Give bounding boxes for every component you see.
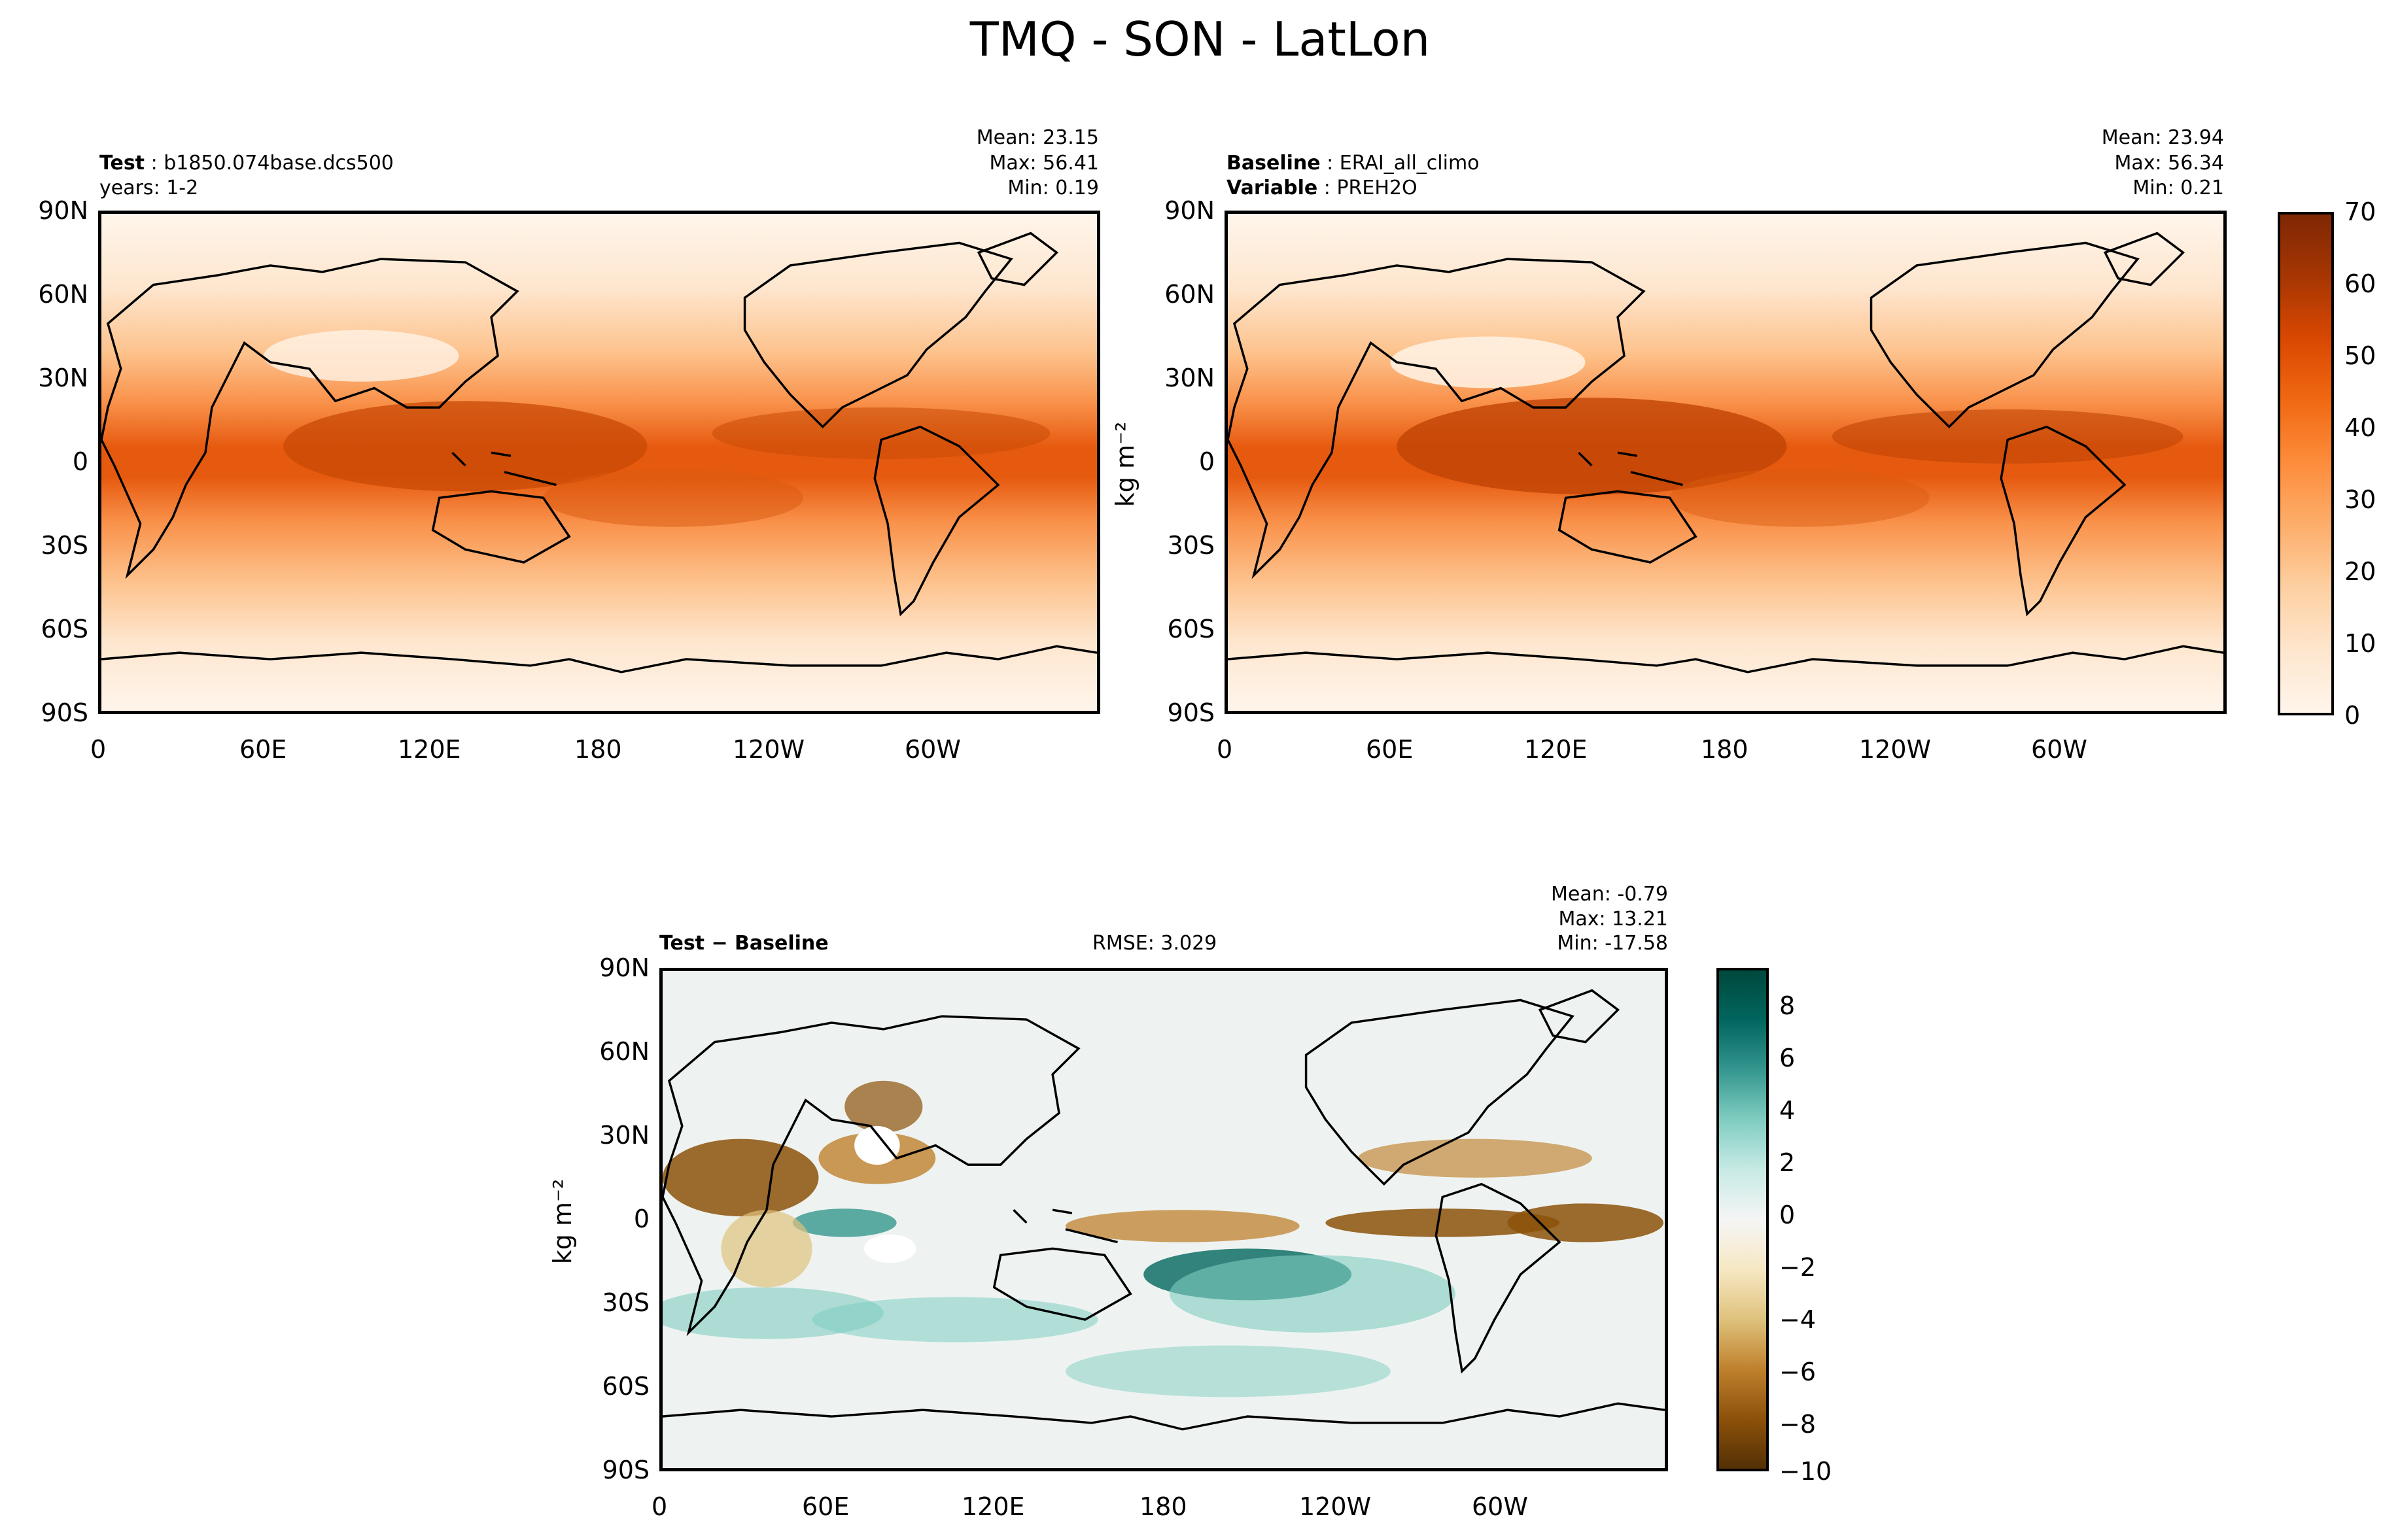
- diff-label: Test − Baseline: [659, 932, 829, 955]
- diff-cbar-tick-neg2: −2: [1779, 1253, 1817, 1282]
- test-lat-tick-60s: 60S: [41, 615, 88, 643]
- main-cbar-tick-10: 10: [2344, 629, 2376, 658]
- baseline-lon-tick-0: 0: [1217, 735, 1233, 764]
- test-lat-tick-0: 0: [72, 447, 88, 476]
- baseline-lon-tick-60w: 60W: [2031, 735, 2087, 764]
- diff-cbar-tick-neg10: −10: [1779, 1457, 1832, 1486]
- test-label-value: b1850.074base.dcs500: [164, 152, 394, 175]
- baseline-lon-tick-180: 180: [1701, 735, 1748, 764]
- baseline-lat-tick-90n: 90N: [1164, 196, 1215, 225]
- baseline-label-bold: Baseline: [1226, 152, 1321, 175]
- diff-max: Max: 13.21: [1558, 908, 1668, 931]
- diff-colorbar: [1716, 968, 1769, 1471]
- main-cbar-tick-50: 50: [2344, 341, 2376, 370]
- diff-lon-tick-60e: 60E: [802, 1492, 850, 1521]
- test-lat-tick-90n: 90N: [38, 196, 88, 225]
- test-lat-tick-90s: 90S: [41, 698, 88, 727]
- test-map-field: [101, 214, 1097, 711]
- diff-lat-tick-60n: 60N: [599, 1037, 650, 1066]
- baseline-lon-tick-120e: 120E: [1524, 735, 1588, 764]
- test-lon-tick-180: 180: [574, 735, 622, 764]
- test-lat-tick-30n: 30N: [38, 364, 88, 392]
- baseline-lat-tick-0: 0: [1198, 447, 1215, 476]
- diff-cbar-tick-4: 4: [1779, 1096, 1796, 1125]
- diff-lat-tick-30s: 30S: [602, 1288, 650, 1317]
- test-mean: Mean: 23.15: [976, 126, 1099, 149]
- baseline-max: Max: 56.34: [2114, 152, 2224, 175]
- baseline-label: Baseline : ERAI_all_climo: [1226, 152, 1480, 175]
- baseline-lat-tick-30n: 30N: [1164, 364, 1215, 392]
- diff-cbar-tick-2: 2: [1779, 1148, 1796, 1177]
- main-cbar-tick-20: 20: [2344, 557, 2376, 586]
- baseline-lon-tick-60e: 60E: [1366, 735, 1414, 764]
- diff-map-field: [663, 971, 1665, 1468]
- baseline-label-value: ERAI_all_climo: [1339, 152, 1480, 175]
- baseline-min: Min: 0.21: [2132, 177, 2224, 199]
- diff-colorbar-gradient: [1719, 970, 1766, 1469]
- test-lon-tick-120w: 120W: [733, 735, 805, 764]
- diff-lat-tick-90n: 90N: [599, 953, 650, 982]
- test-lon-tick-60e: 60E: [239, 735, 287, 764]
- diff-lon-tick-120e: 120E: [962, 1492, 1025, 1521]
- diff-cbar-tick-neg6: −6: [1779, 1358, 1817, 1386]
- baseline-lat-tick-30s: 30S: [1167, 531, 1215, 560]
- test-lon-tick-120e: 120E: [398, 735, 461, 764]
- test-label: Test : b1850.074base.dcs500: [99, 152, 394, 175]
- diff-cbar-tick-neg4: −4: [1779, 1305, 1817, 1334]
- diff-lat-tick-60s: 60S: [602, 1372, 650, 1401]
- baseline-lat-tick-60n: 60N: [1164, 280, 1215, 309]
- diff-lon-tick-0: 0: [652, 1492, 668, 1521]
- main-colorbar-gradient: [2280, 214, 2331, 713]
- test-max: Max: 56.41: [989, 152, 1099, 175]
- test-min: Min: 0.19: [1007, 177, 1099, 199]
- diff-cbar-tick-0: 0: [1779, 1201, 1796, 1229]
- main-cbar-tick-30: 30: [2344, 485, 2376, 514]
- diff-lon-tick-180: 180: [1139, 1492, 1187, 1521]
- test-years: years: 1-2: [99, 177, 199, 199]
- diff-label-bold: Test − Baseline: [659, 932, 829, 955]
- diff-lon-tick-60w: 60W: [1472, 1492, 1528, 1521]
- baseline-mean: Mean: 23.94: [2101, 126, 2224, 149]
- baseline-variable: Variable : PREH2O: [1226, 177, 1417, 199]
- baseline-lat-tick-90s: 90S: [1167, 698, 1215, 727]
- test-lon-tick-60w: 60W: [905, 735, 961, 764]
- test-label-bold: Test: [99, 152, 145, 175]
- main-cbar-tick-0: 0: [2344, 701, 2361, 730]
- baseline-variable-bold: Variable: [1226, 177, 1318, 199]
- diff-cbar-tick-8: 8: [1779, 991, 1796, 1020]
- baseline-lon-tick-120w: 120W: [1859, 735, 1932, 764]
- baseline-map-field: [1228, 214, 2223, 711]
- test-lat-tick-30s: 30S: [41, 531, 88, 560]
- test-lat-tick-60n: 60N: [38, 280, 88, 309]
- test-map: [98, 211, 1100, 714]
- diff-min: Min: -17.58: [1557, 932, 1668, 955]
- diff-mean: Mean: -0.79: [1550, 883, 1668, 906]
- diff-lat-tick-90s: 90S: [602, 1456, 650, 1484]
- diff-lon-tick-120w: 120W: [1299, 1492, 1372, 1521]
- test-lon-tick-0: 0: [90, 735, 107, 764]
- main-cbar-tick-40: 40: [2344, 413, 2376, 442]
- diff-map: [659, 968, 1668, 1471]
- baseline-variable-value: PREH2O: [1336, 177, 1417, 199]
- main-cbar-tick-70: 70: [2344, 197, 2376, 226]
- diff-lat-tick-30n: 30N: [599, 1121, 650, 1150]
- diff-rmse: RMSE: 3.029: [1092, 932, 1217, 955]
- figure-title: TMQ - SON - LatLon: [969, 12, 1431, 67]
- baseline-lat-tick-60s: 60S: [1167, 615, 1215, 643]
- diff-lat-tick-0: 0: [633, 1205, 650, 1233]
- main-cbar-tick-60: 60: [2344, 269, 2376, 298]
- diff-cbar-tick-neg8: −8: [1779, 1410, 1817, 1439]
- diff-cbar-tick-6: 6: [1779, 1044, 1796, 1072]
- main-colorbar: [2278, 212, 2334, 715]
- baseline-map: [1225, 211, 2227, 714]
